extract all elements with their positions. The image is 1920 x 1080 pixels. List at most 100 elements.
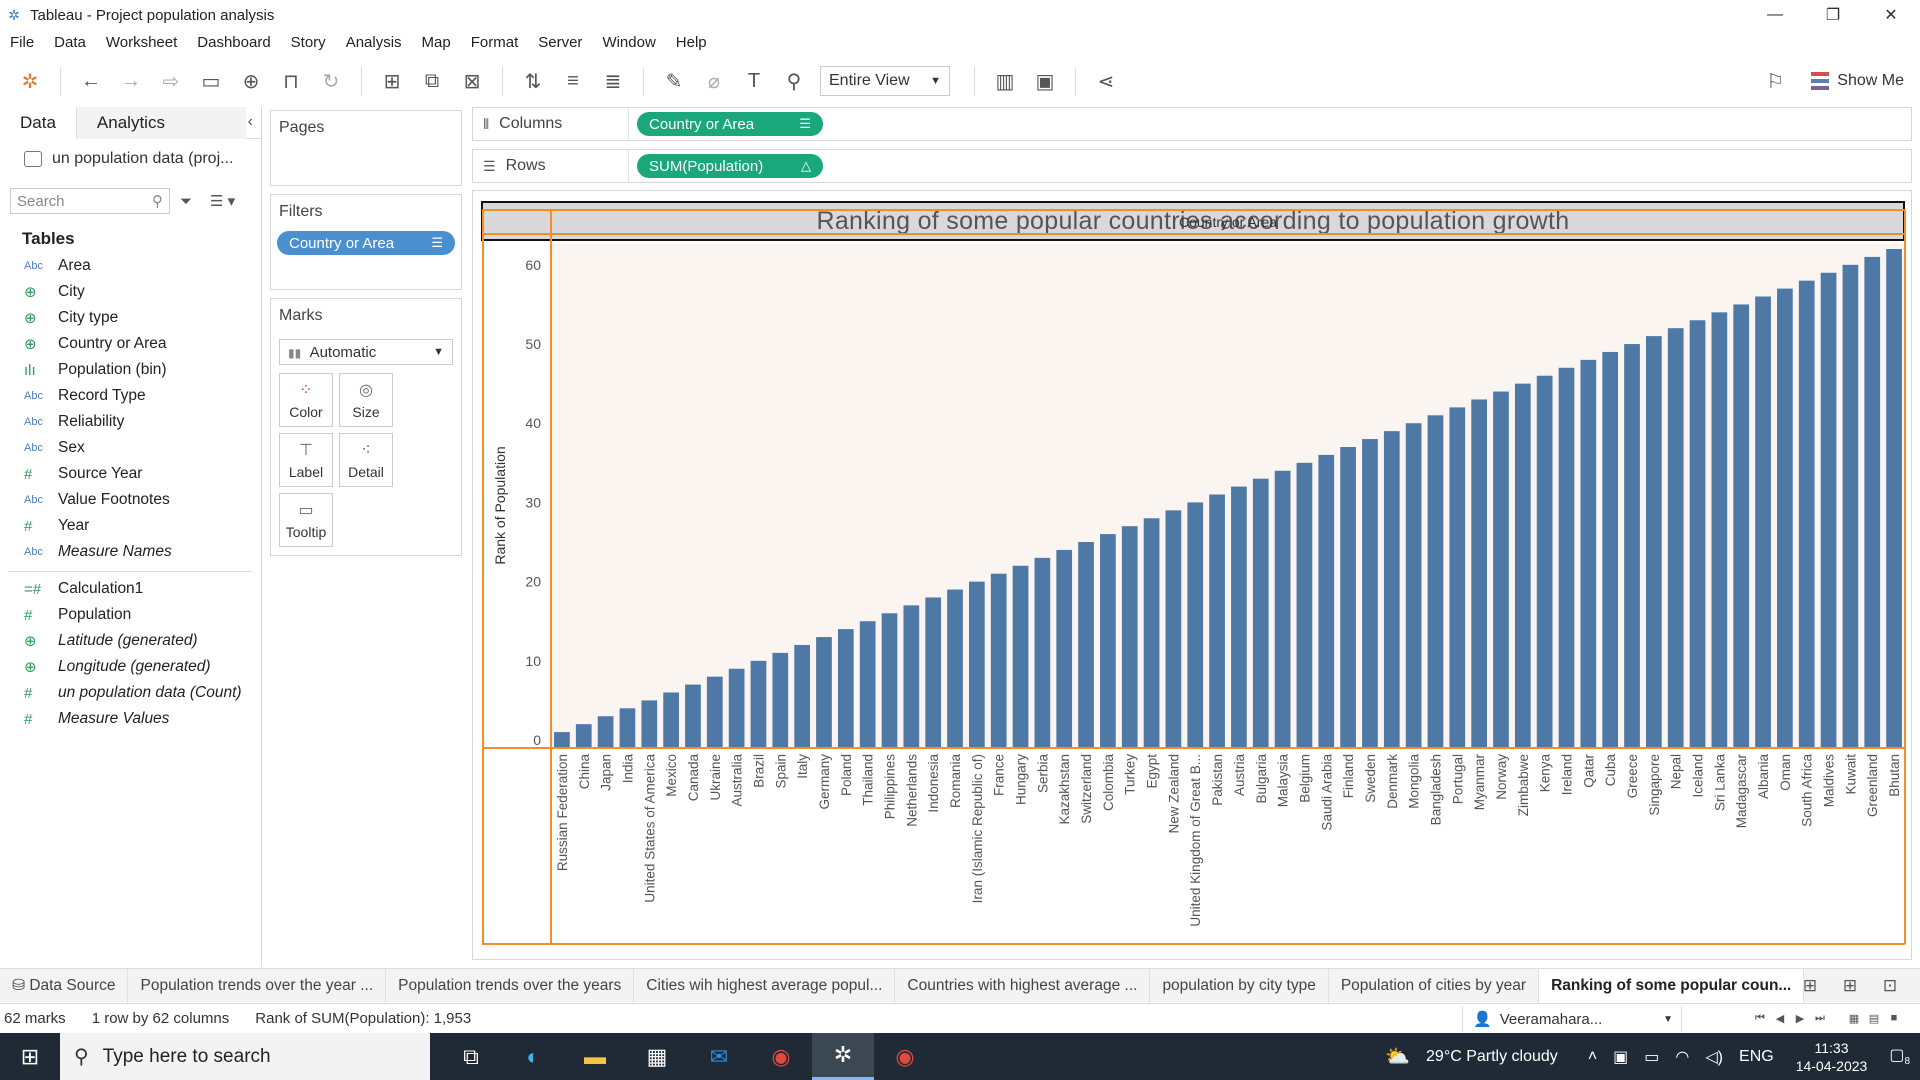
file-explorer-icon[interactable]: ▬ [584, 1043, 606, 1069]
field-item[interactable]: # Measure Values [0, 706, 261, 732]
tabs-view-icon[interactable]: ■ [1890, 1012, 1898, 1024]
show-mark-labels-icon[interactable]: T [747, 69, 761, 92]
data-source-tab[interactable]: ⛁ Data Source [0, 968, 129, 1003]
field-item[interactable]: # Year [0, 513, 261, 539]
tab-analytics[interactable]: Analytics [75, 106, 246, 139]
save-icon[interactable]: ▭ [201, 70, 221, 93]
view-list-icon[interactable]: ☰ ▾ [210, 193, 236, 210]
field-item[interactable]: ⊕ City [0, 279, 261, 305]
replay-icon[interactable]: ⇨ [162, 70, 180, 93]
task-view-icon[interactable]: ⧉ [463, 1043, 479, 1069]
field-item[interactable]: ⊕ Latitude (generated) [0, 628, 261, 654]
presentation-mode-icon[interactable]: ▣ [1035, 70, 1055, 93]
new-dashboard-icon[interactable]: ⊞ [1842, 975, 1858, 995]
new-worksheet-icon[interactable]: ⊞ [383, 70, 401, 93]
highlight-icon[interactable]: ✎ [665, 70, 683, 93]
menu-window[interactable]: Window [602, 33, 656, 51]
undo-icon[interactable]: ← [81, 69, 101, 92]
mail-icon[interactable]: ✉ [709, 1043, 729, 1069]
maximize-button[interactable]: ❐ [1825, 7, 1841, 24]
chrome-profile-icon[interactable]: ◉ [895, 1043, 915, 1069]
fit-select[interactable]: Entire View ▼ [820, 66, 950, 96]
swap-rows-columns-icon[interactable]: ⇅ [524, 70, 542, 93]
show-cards-icon[interactable]: ▥ [995, 70, 1015, 93]
field-item[interactable]: # un population data (Count) [0, 680, 261, 706]
share-icon[interactable]: ⋖ [1097, 70, 1115, 93]
tab-data[interactable]: Data [0, 106, 76, 139]
rows-pill-population[interactable]: SUM(Population) △ [637, 154, 823, 178]
field-item[interactable]: # Population [0, 602, 261, 628]
new-datasource-icon[interactable]: ⊕ [242, 70, 260, 93]
sheet-tab[interactable]: Countries with highest average ... [895, 968, 1151, 1003]
collapse-pane-icon[interactable]: ‹ [247, 113, 253, 130]
rows-shelf[interactable]: ☰ Rows SUM(Population) △ [472, 149, 1912, 183]
detail-button[interactable]: ⁖ Detail [339, 433, 393, 487]
columns-shelf[interactable]: ⦀ Columns Country or Area ☰ [472, 107, 1912, 141]
field-item[interactable]: Abc Reliability [0, 409, 261, 435]
clear-sheet-icon[interactable]: ⊠ [463, 70, 481, 93]
group-members-icon[interactable]: ⌀ [707, 70, 721, 93]
pause-updates-icon[interactable]: ⊓ [283, 70, 299, 93]
menu-data[interactable]: Data [54, 33, 86, 51]
new-story-icon[interactable]: ⊡ [1882, 975, 1898, 995]
windows-start-icon[interactable]: ⊞ [20, 1043, 40, 1069]
show-me-button[interactable]: ⚐ Show Me [1755, 65, 1904, 97]
menu-server[interactable]: Server [538, 33, 583, 51]
clock[interactable]: 11:33 14-04-2023 [1796, 1039, 1868, 1075]
duplicate-sheet-icon[interactable]: ⧉ [424, 69, 440, 92]
prev-sheet-icon[interactable]: ◀ [1775, 1013, 1785, 1025]
first-sheet-icon[interactable]: ⏮ [1755, 1012, 1765, 1024]
sheet-tab[interactable]: Ranking of some popular coun... [1539, 968, 1805, 1003]
weather-text[interactable]: 29°C Partly cloudy [1426, 1047, 1558, 1065]
field-item[interactable]: Abc Measure Names [0, 539, 261, 565]
filters-shelf[interactable]: Filters Country or Area ☰ [270, 194, 462, 290]
edge-icon[interactable]: ◐ [526, 1043, 540, 1069]
menu-story[interactable]: Story [290, 33, 326, 51]
filter-pill-country[interactable]: Country or Area ☰ [277, 231, 455, 255]
tableau-taskbar-icon[interactable]: ✲ [812, 1033, 874, 1080]
menu-dashboard[interactable]: Dashboard [197, 33, 271, 51]
pin-axes-icon[interactable]: ⚲ [786, 70, 802, 93]
pages-shelf[interactable]: Pages [270, 110, 462, 186]
menu-worksheet[interactable]: Worksheet [105, 33, 178, 51]
close-button[interactable]: ✕ [1884, 7, 1898, 24]
field-item[interactable]: Abc Record Type [0, 383, 261, 409]
sheet-sorter-icon[interactable]: ▦ [1848, 1013, 1860, 1025]
taskbar-search[interactable]: ⚲ Type here to search [60, 1033, 430, 1080]
datasource-item[interactable]: un population data (proj... [0, 139, 261, 179]
minimize-button[interactable]: — [1767, 6, 1783, 23]
sheet-tab[interactable]: Population of cities by year [1329, 968, 1540, 1003]
menu-help[interactable]: Help [675, 33, 707, 51]
next-sheet-icon[interactable]: ▶ [1795, 1013, 1805, 1025]
field-item[interactable]: ⊕ City type [0, 305, 261, 331]
pin-icon[interactable]: ⚐ [1766, 70, 1785, 93]
menu-map[interactable]: Map [421, 33, 451, 51]
sort-descending-icon[interactable]: ≣ [604, 70, 622, 93]
field-item[interactable]: Abc Value Footnotes [0, 487, 261, 513]
sheet-tab[interactable]: Cities wih highest average popul... [634, 968, 896, 1003]
user-menu[interactable]: 👤 Veeramahara... ▼ [1462, 1006, 1682, 1032]
battery-icon[interactable]: ▭ [1644, 1048, 1660, 1066]
field-item[interactable]: =# Calculation1 [0, 576, 261, 602]
sheet-tab[interactable]: Population trends over the years [386, 968, 635, 1003]
chevron-up-icon[interactable]: ˄ [1587, 1047, 1598, 1065]
store-icon[interactable]: ▦ [646, 1043, 668, 1069]
columns-pill-country[interactable]: Country or Area ☰ [637, 112, 823, 136]
wifi-icon[interactable]: ◠ [1675, 1048, 1690, 1066]
tableau-home-icon[interactable]: ✲ [21, 70, 39, 93]
search-input[interactable]: Search ⚲ [10, 188, 170, 214]
language-indicator[interactable]: ENG [1739, 1047, 1774, 1065]
menu-analysis[interactable]: Analysis [345, 33, 402, 51]
sheet-tab[interactable]: Population trends over the year ... [128, 968, 387, 1003]
field-item[interactable]: ılı Population (bin) [0, 357, 261, 383]
mark-type-select[interactable]: ▮▮ Automatic ▼ [279, 339, 453, 365]
sheet-tab[interactable]: population by city type [1150, 968, 1329, 1003]
volume-icon[interactable]: ◁) [1705, 1048, 1724, 1066]
refresh-icon[interactable]: ↻ [322, 70, 340, 93]
color-button[interactable]: ⁘ Color [279, 373, 333, 427]
field-item[interactable]: Abc Sex [0, 435, 261, 461]
sort-ascending-icon[interactable]: ≡ [567, 69, 579, 92]
field-item[interactable]: ⊕ Country or Area [0, 331, 261, 357]
field-item[interactable]: Abc Area [0, 253, 261, 279]
menu-format[interactable]: Format [470, 33, 519, 51]
